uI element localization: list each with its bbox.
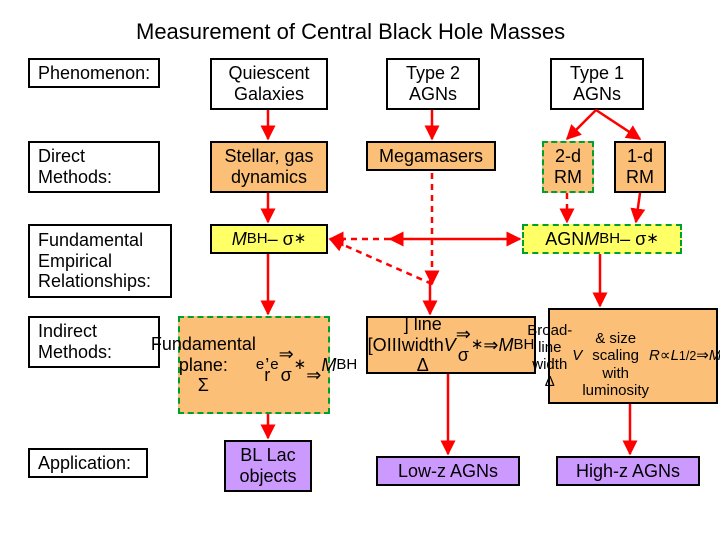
box-row5_bl: BL Lacobjects xyxy=(224,440,312,492)
box-row2_1d: 1-dRM xyxy=(614,141,666,193)
box-row3_mbh: MBH – σ∗ xyxy=(210,224,328,254)
box-row1_label: Phenomenon: xyxy=(28,58,160,88)
arrow-3 xyxy=(596,110,640,139)
box-row2_sd: Stellar, gasdynamics xyxy=(210,141,328,193)
arrow-2 xyxy=(567,110,596,139)
box-row1_t1: Type 1AGNs xyxy=(550,58,644,110)
box-row4_oiii: [O III] line widthΔV ⇒ σ∗ ⇒ MBH xyxy=(366,316,536,374)
diagram-canvas: Measurement of Central Black Hole Masses… xyxy=(0,0,720,540)
arrow-6 xyxy=(330,239,432,284)
page-title: Measurement of Central Black Hole Masses xyxy=(136,19,565,45)
box-row1_q: QuiescentGalaxies xyxy=(210,58,328,110)
box-row1_t2: Type 2AGNs xyxy=(386,58,480,110)
box-row4_bl: Broad-line width ΔV& size scaling withlu… xyxy=(548,308,718,404)
box-row5_highz: High-z AGNs xyxy=(556,456,700,486)
box-row2_label: DirectMethods: xyxy=(28,141,160,193)
box-row4_fp: Fundamentalplane:Σe, re ⇒ σ∗⇒ MBH xyxy=(178,316,330,414)
box-row2_mm: Megamasers xyxy=(366,141,496,171)
box-row5_lowz: Low-z AGNs xyxy=(376,456,520,486)
arrow-8 xyxy=(636,193,640,222)
box-row5_label: Application: xyxy=(28,448,148,478)
box-row2_2d: 2-dRM xyxy=(542,141,594,193)
box-row3_agn: AGN MBH – σ∗ xyxy=(522,224,682,254)
box-row4_label: IndirectMethods: xyxy=(28,316,160,368)
box-row3_label: FundamentalEmpiricalRelationships: xyxy=(28,224,172,298)
